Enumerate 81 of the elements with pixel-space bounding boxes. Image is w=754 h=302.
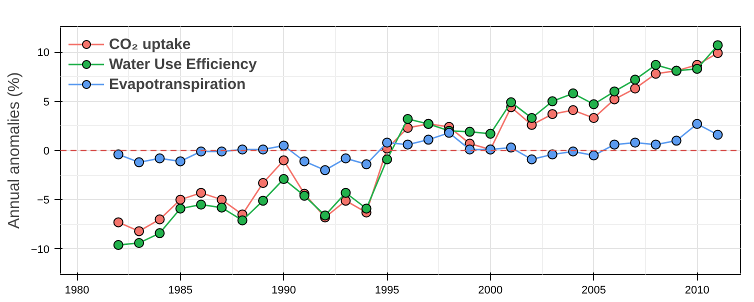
y-tick-label: −10 bbox=[30, 244, 50, 256]
point bbox=[134, 157, 144, 168]
y-tick-label: 10 bbox=[37, 47, 50, 60]
point bbox=[609, 86, 620, 96]
point bbox=[134, 226, 144, 236]
point bbox=[526, 113, 537, 124]
point bbox=[113, 240, 124, 250]
point bbox=[237, 215, 248, 226]
point bbox=[320, 165, 330, 176]
y-tick-label: 0 bbox=[43, 146, 50, 158]
point bbox=[464, 144, 475, 155]
point bbox=[196, 146, 206, 156]
point bbox=[361, 204, 372, 214]
y-axis-title: Annual anomalies (%) bbox=[6, 72, 23, 229]
x-tick-label: 2000 bbox=[478, 284, 503, 296]
point bbox=[630, 138, 640, 148]
x-tick-label: 1980 bbox=[64, 284, 90, 296]
point bbox=[630, 84, 640, 94]
point bbox=[568, 146, 578, 156]
point bbox=[154, 228, 165, 238]
x-tick-label: 1995 bbox=[374, 284, 400, 296]
point bbox=[278, 174, 289, 184]
point bbox=[547, 96, 558, 106]
point bbox=[526, 154, 537, 164]
point bbox=[382, 138, 392, 148]
y-tick-label: −5 bbox=[36, 194, 50, 207]
point bbox=[588, 113, 599, 124]
point bbox=[382, 154, 392, 164]
point bbox=[485, 128, 496, 139]
point bbox=[154, 153, 165, 164]
point bbox=[671, 136, 682, 146]
x-tick-label: 1990 bbox=[271, 284, 296, 296]
point bbox=[609, 140, 620, 150]
y-tick-label: 5 bbox=[43, 96, 50, 108]
point bbox=[216, 202, 227, 213]
point bbox=[258, 144, 268, 155]
point bbox=[340, 188, 351, 198]
point bbox=[423, 134, 434, 145]
point bbox=[712, 130, 723, 140]
point bbox=[175, 204, 186, 214]
point bbox=[568, 88, 578, 98]
point bbox=[464, 126, 475, 137]
point bbox=[588, 150, 599, 160]
point bbox=[650, 60, 661, 70]
point bbox=[402, 114, 413, 124]
point bbox=[712, 40, 723, 50]
point bbox=[175, 156, 186, 166]
point bbox=[216, 146, 227, 156]
point bbox=[299, 156, 310, 166]
point bbox=[588, 99, 599, 110]
point bbox=[154, 214, 165, 224]
point bbox=[134, 238, 144, 248]
legend-label: Water Use Efficiency bbox=[109, 56, 257, 72]
point bbox=[113, 217, 124, 228]
point bbox=[650, 140, 661, 150]
point bbox=[568, 105, 578, 116]
point bbox=[113, 149, 124, 160]
legend-label: Evapotranspiration bbox=[109, 76, 246, 92]
point bbox=[506, 142, 516, 153]
point bbox=[258, 196, 268, 206]
point bbox=[196, 200, 206, 210]
point bbox=[278, 140, 289, 151]
point bbox=[196, 188, 206, 198]
point bbox=[630, 74, 640, 85]
point bbox=[692, 118, 702, 129]
point bbox=[547, 149, 558, 160]
point bbox=[402, 140, 413, 150]
point bbox=[547, 109, 558, 120]
point bbox=[650, 68, 661, 79]
point bbox=[506, 97, 516, 108]
point bbox=[278, 155, 289, 166]
x-tick-label: 1985 bbox=[168, 284, 193, 296]
point bbox=[175, 194, 186, 205]
legend-label: CO₂ uptake bbox=[109, 36, 191, 52]
x-tick-label: 2010 bbox=[684, 284, 710, 296]
point bbox=[361, 159, 372, 170]
point bbox=[237, 144, 248, 155]
point bbox=[258, 178, 268, 188]
x-tick-label: 2005 bbox=[582, 284, 606, 296]
point bbox=[340, 153, 351, 164]
point bbox=[692, 64, 702, 74]
